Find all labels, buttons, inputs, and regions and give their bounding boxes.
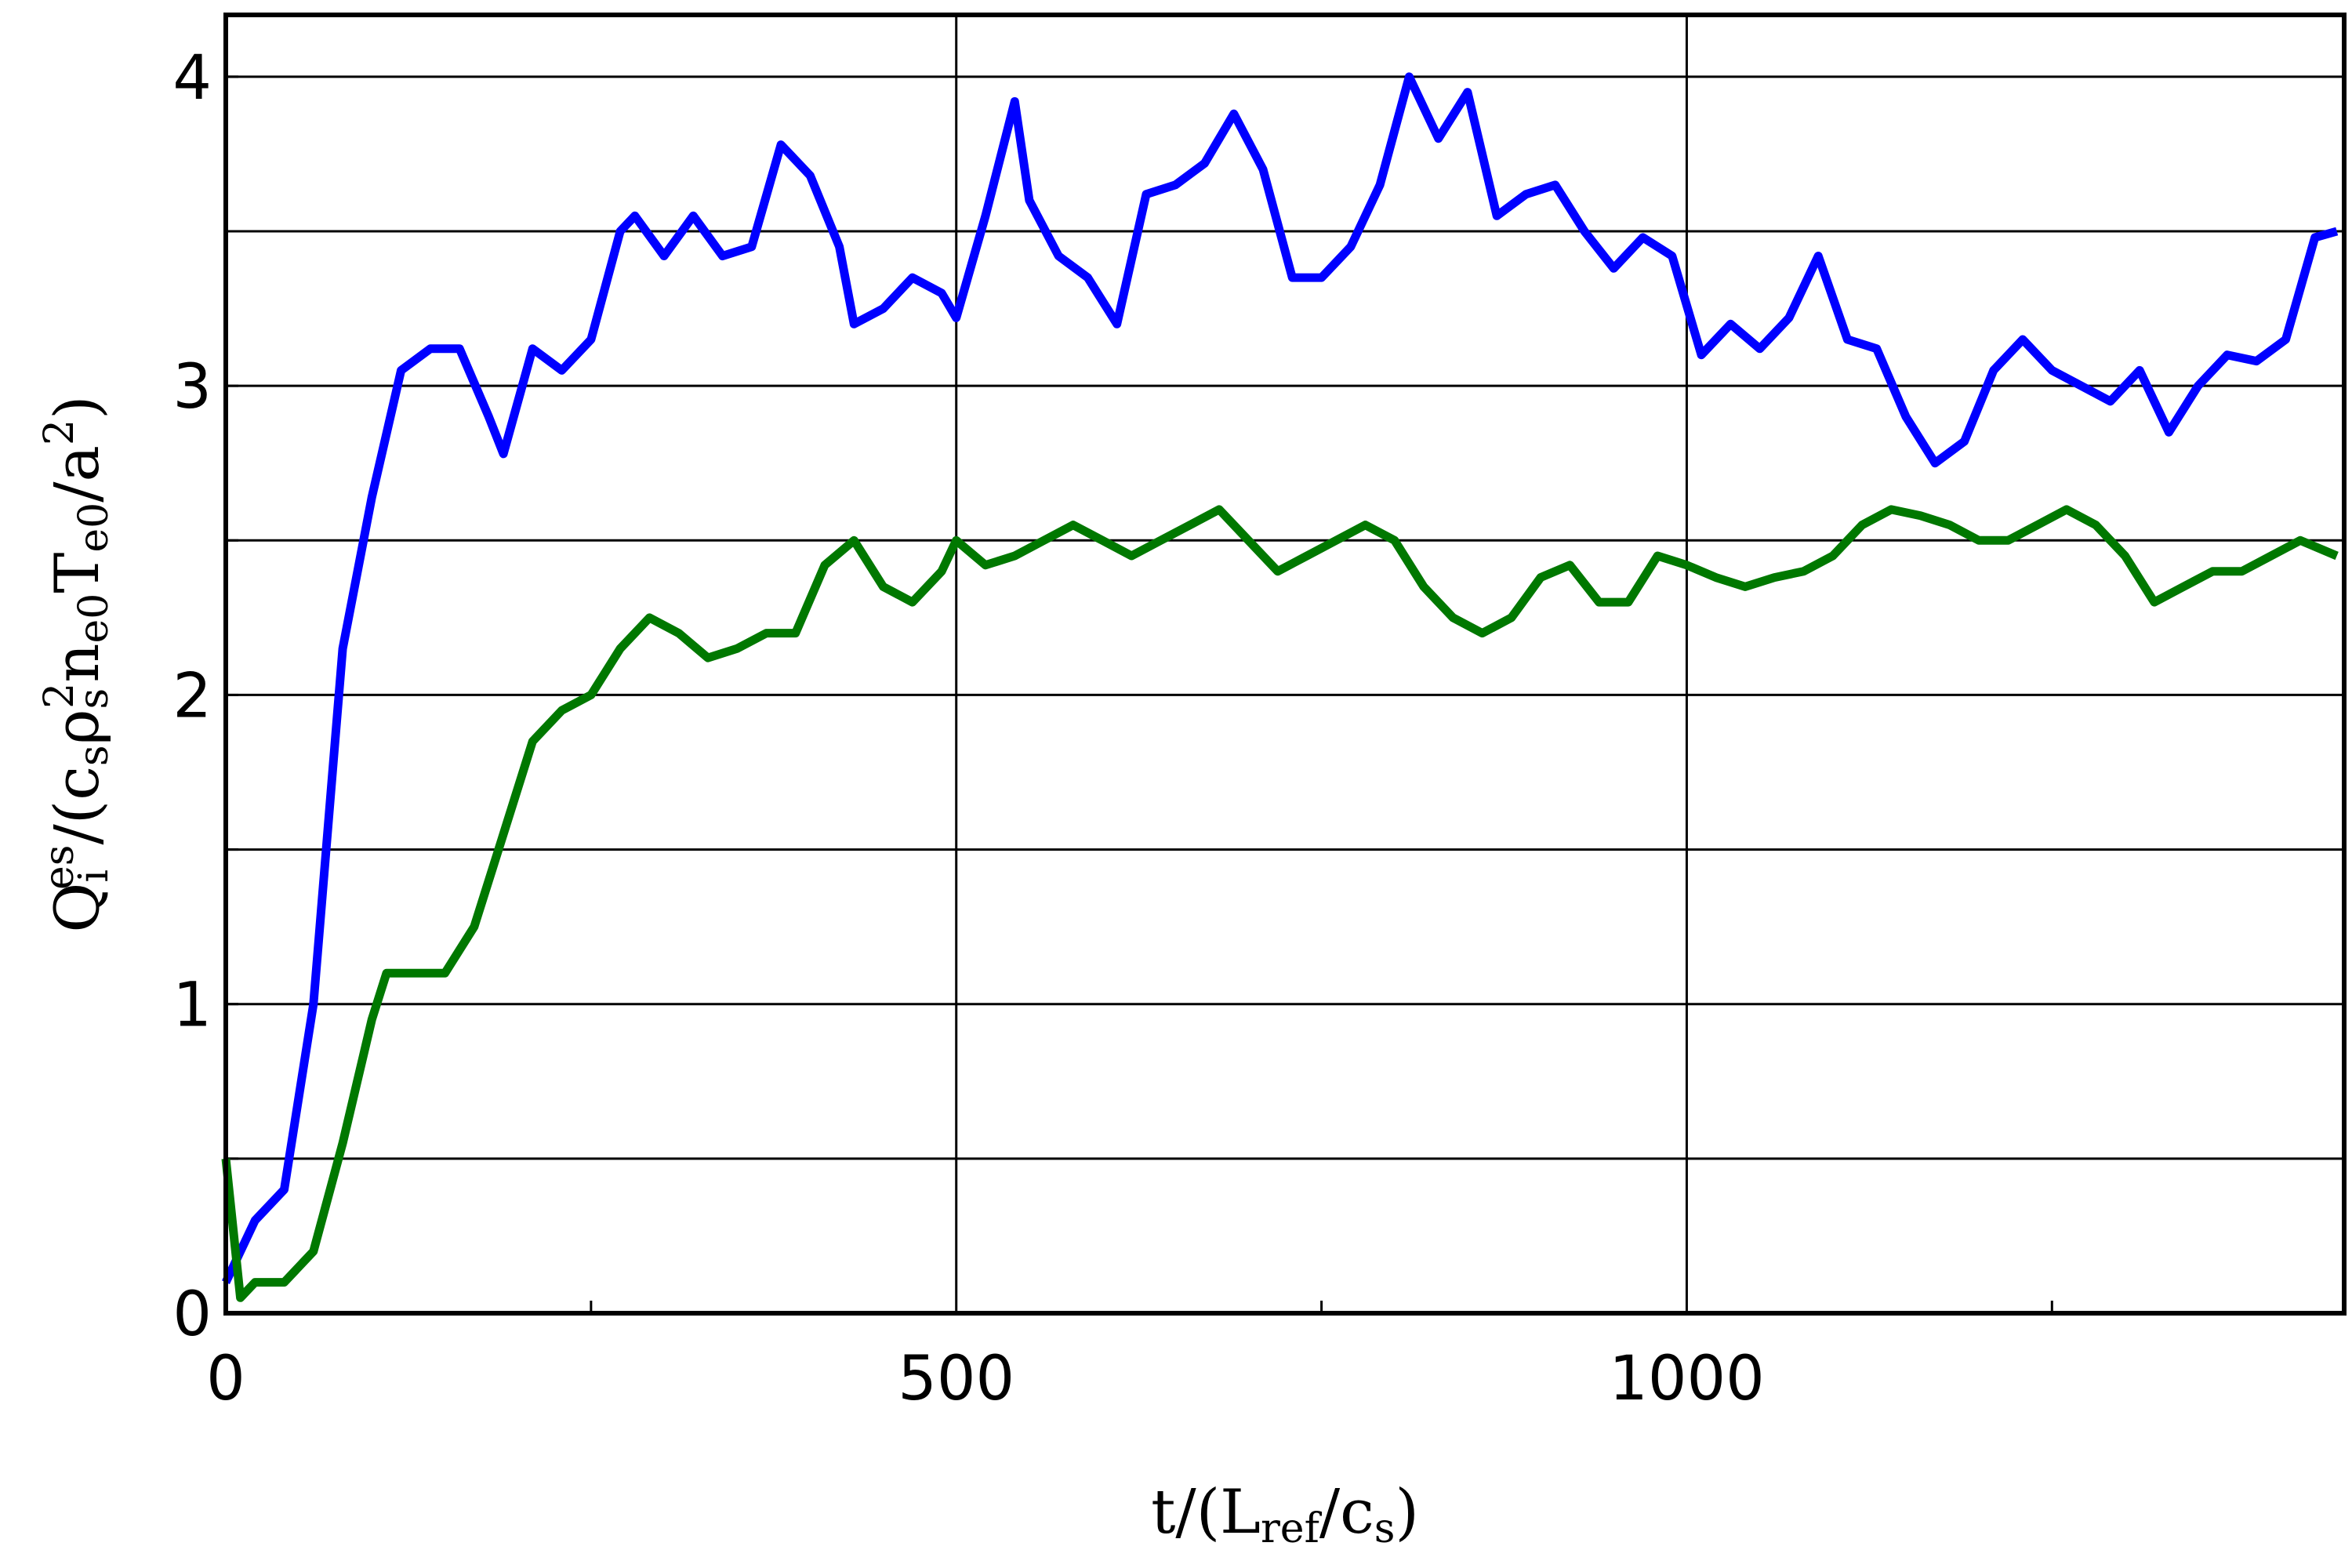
label-part: /c: [1319, 1477, 1374, 1548]
y-tick-label: 2: [172, 661, 212, 731]
label-part: Q: [42, 883, 113, 933]
label-part: ρ: [42, 710, 113, 746]
x-tick-label: 0: [206, 1344, 245, 1414]
label-part: e0: [71, 593, 118, 644]
label-part: n: [42, 644, 113, 683]
label-part: ref: [1261, 1505, 1323, 1552]
y-tick-label: 3: [172, 352, 212, 423]
y-tick-label: 0: [172, 1279, 212, 1350]
x-tick-label: 1000: [1609, 1344, 1765, 1414]
label-part: ): [1395, 1477, 1418, 1548]
label-part: s: [1374, 1505, 1396, 1552]
label-part: i: [71, 869, 118, 883]
label-part: 2: [36, 419, 83, 445]
label-part: 2: [36, 683, 83, 709]
label-part: e0: [71, 503, 118, 553]
label-part: t/(L: [1151, 1477, 1261, 1548]
label-part: T: [42, 553, 113, 593]
label-part: ): [42, 395, 113, 419]
label-part: s: [71, 745, 118, 766]
data-line: [221, 505, 2339, 1302]
plot-frame: [223, 13, 2347, 1316]
data-line: [222, 72, 2339, 1284]
x-label: t/(Lref/cs): [1151, 1477, 1419, 1552]
x-tick-label: 500: [898, 1344, 1014, 1414]
y-label: Qies/(csρs2ne0Te0/a2): [36, 395, 118, 932]
label-part: /a: [42, 445, 113, 503]
y-tick-label: 4: [172, 43, 212, 114]
label-part: es: [36, 845, 83, 890]
y-tick-label: 1: [172, 971, 212, 1041]
label-part: /(c: [42, 766, 113, 844]
label-part: s: [71, 688, 118, 710]
